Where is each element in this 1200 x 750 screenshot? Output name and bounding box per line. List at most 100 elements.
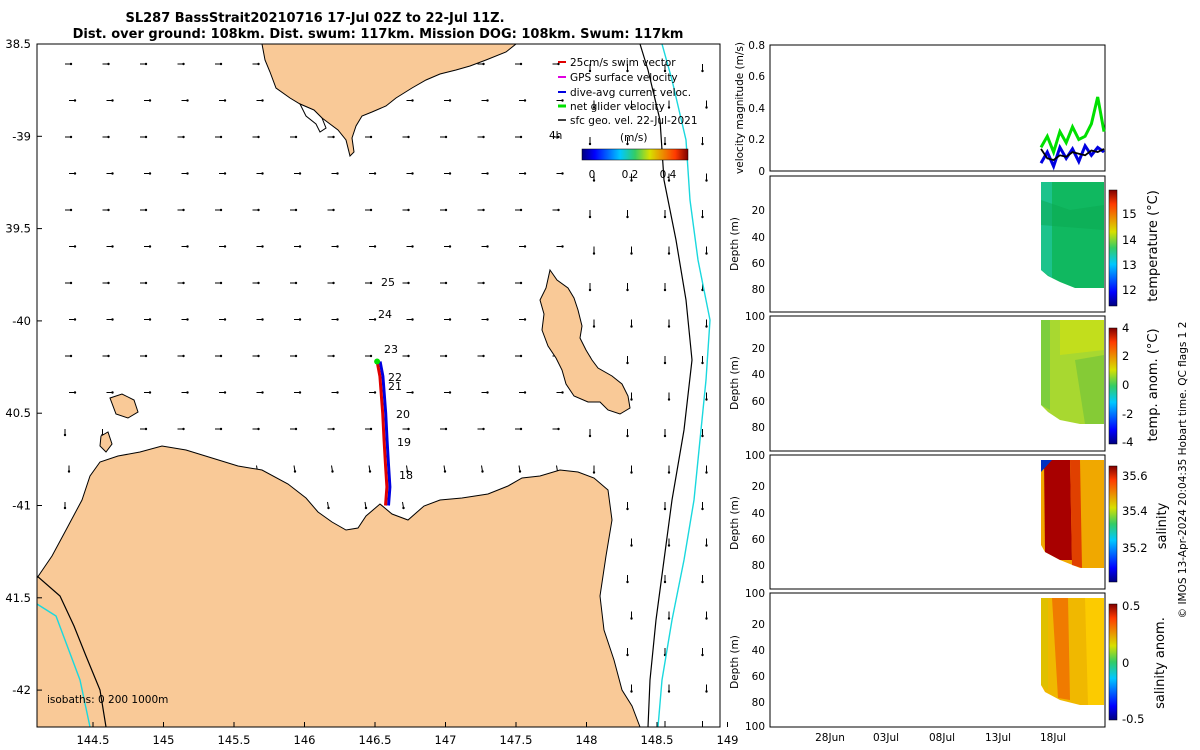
track-start: [374, 358, 381, 365]
depth-tick: 80: [752, 284, 765, 296]
cb-tick: -0.5: [1122, 712, 1144, 726]
credit-text: © IMOS 13-Apr-2024 20:04:35 Hobart time.…: [1177, 322, 1189, 619]
legend-item: 25cm/s swim vector: [570, 57, 676, 69]
depth-tick: 60: [752, 258, 765, 270]
depth-tick: 100: [745, 721, 765, 733]
legend-item: GPS surface velocity: [570, 72, 678, 84]
velocity-ytick: 0.2: [748, 134, 765, 146]
day-label: 24: [378, 308, 392, 321]
map-y-tick: 38.5: [5, 37, 31, 51]
legend-item: sfc geo. vel. 22-Jul-2021: [570, 115, 698, 127]
depth-tick: 100: [745, 311, 765, 323]
depth-ylabel: Depth (m): [729, 635, 741, 689]
day-label: 20: [396, 408, 410, 421]
map-x-tick: 147.5: [500, 733, 533, 747]
cb-tick: 4: [1122, 321, 1129, 335]
map-x-tick: 144.5: [77, 733, 110, 747]
isobaths: [37, 44, 711, 727]
depth-tick: 20: [752, 619, 765, 631]
colorbar-tick: 0.2: [622, 169, 639, 181]
chart-title-line2: Dist. over ground: 108km. Dist. swum: 11…: [73, 27, 684, 42]
cb-tick: 12: [1122, 283, 1137, 297]
map-legend: 25cm/s swim vector GPS surface velocity …: [549, 57, 698, 181]
depth-tick: 20: [752, 343, 765, 355]
map-y-tick: -40: [12, 314, 31, 328]
land-flinders-island: [539, 268, 631, 415]
sal-anom-panel: Depth (m) 100 20 40 60 80 100 0.5 0 -0.5…: [729, 588, 1168, 733]
temp-anom-colorbar: [1108, 327, 1118, 445]
cb-tick: 0: [1122, 378, 1129, 392]
land-island-small2: [99, 431, 113, 453]
day-label: 21: [388, 380, 402, 393]
map-y-tick: 40.5: [5, 406, 31, 420]
map-x-tick: 145: [153, 733, 175, 747]
legend-item: dive-avg current veloc.: [570, 87, 691, 99]
time-tick: 18Jul: [1040, 732, 1066, 744]
map-x-tick: 147: [435, 733, 457, 747]
velocity-ytick: 0.6: [748, 71, 765, 83]
cb-label: salinity anom.: [1153, 617, 1168, 709]
speed-colorbar: [581, 148, 689, 161]
map-panel: 25 24 23 22 21 20 19 18 25cm/s swim vect…: [5, 37, 738, 747]
land-victoria-bay: [298, 103, 327, 133]
velocity-series: [1039, 96, 1106, 157]
velocity-lines: [1039, 96, 1106, 171]
depth-tick: 40: [752, 369, 765, 381]
velocity-ytick: 0: [758, 166, 765, 178]
land-island-small: [109, 393, 139, 419]
temperature-panel: Depth (m) 20 40 60 80 15 14 13 12 temper…: [729, 175, 1161, 313]
cb-tick: -2: [1122, 407, 1133, 421]
swim-track: [375, 361, 389, 506]
day-label: 23: [384, 343, 398, 356]
day-label: 19: [397, 436, 411, 449]
day-label: 22: [388, 371, 402, 384]
day-label: 25: [381, 276, 395, 289]
velocity-series: [1039, 142, 1105, 171]
depth-ylabel: Depth (m): [729, 356, 741, 410]
map-y-tick: 39.5: [5, 222, 31, 236]
map-axis-ticks: 144.5 145 145.5 146 146.5 147 147.5 148 148.5 149…: [5, 37, 738, 747]
dive-avg-track: [378, 361, 392, 506]
land-tasmania: [37, 445, 641, 727]
glider-track: [374, 358, 392, 506]
temperature-colorbar: [1108, 189, 1118, 307]
chart-title-line1: SL287 BassStrait20210716 17-Jul 02Z to 2…: [125, 11, 504, 26]
velocity-ylabel: velocity magnitude (m/s): [734, 42, 746, 174]
colorbar-title: (m/s): [620, 132, 647, 144]
depth-tick: 80: [752, 697, 765, 709]
depth-tick: 80: [752, 560, 765, 572]
depth-tick: 20: [752, 205, 765, 217]
depth-tick: 40: [752, 232, 765, 244]
cb-label: temperature (°C): [1146, 190, 1161, 302]
depth-tick: 100: [745, 588, 765, 600]
cb-tick: 35.4: [1122, 504, 1148, 518]
cb-tick: -4: [1122, 435, 1133, 449]
cb-tick: 35.6: [1122, 469, 1148, 483]
time-tick: 13Jul: [985, 732, 1011, 744]
land-victoria: [261, 44, 517, 157]
cb-label: salinity: [1155, 502, 1170, 549]
salinity-panel: Depth (m) 100 20 40 60 80 35.6 35.4 35.2…: [729, 450, 1170, 590]
temp-anom-panel: Depth (m) 100 20 40 60 80 4 2 0 -2 -4 te…: [729, 311, 1161, 452]
depth-tick: 40: [752, 645, 765, 657]
cb-tick: 14: [1122, 233, 1137, 247]
depth-tick: 60: [752, 671, 765, 683]
cb-tick: 13: [1122, 258, 1137, 272]
map-x-tick: 145.5: [218, 733, 251, 747]
depth-tick: 80: [752, 422, 765, 434]
cb-tick: 0.5: [1122, 599, 1140, 613]
map-x-tick: 146.5: [359, 733, 392, 747]
time-tick: 28Jun: [815, 732, 845, 744]
colorbar-tick: 0: [589, 169, 596, 181]
velocity-ytick: 0.4: [748, 103, 765, 115]
map-x-tick: 146: [294, 733, 316, 747]
isobath-label: isobaths: 0 200 1000m: [47, 694, 168, 706]
cb-tick: 35.2: [1122, 541, 1148, 555]
cb-tick: 2: [1122, 349, 1129, 363]
day-labels: 25 24 23 22 21 20 19 18: [378, 276, 413, 482]
map-y-tick: -42: [12, 683, 31, 697]
time-tick: 08Jul: [929, 732, 955, 744]
cb-label: temp. anom. (°C): [1146, 328, 1161, 441]
cb-tick: 0: [1122, 656, 1129, 670]
legend-extra-label: 4h: [549, 130, 562, 142]
